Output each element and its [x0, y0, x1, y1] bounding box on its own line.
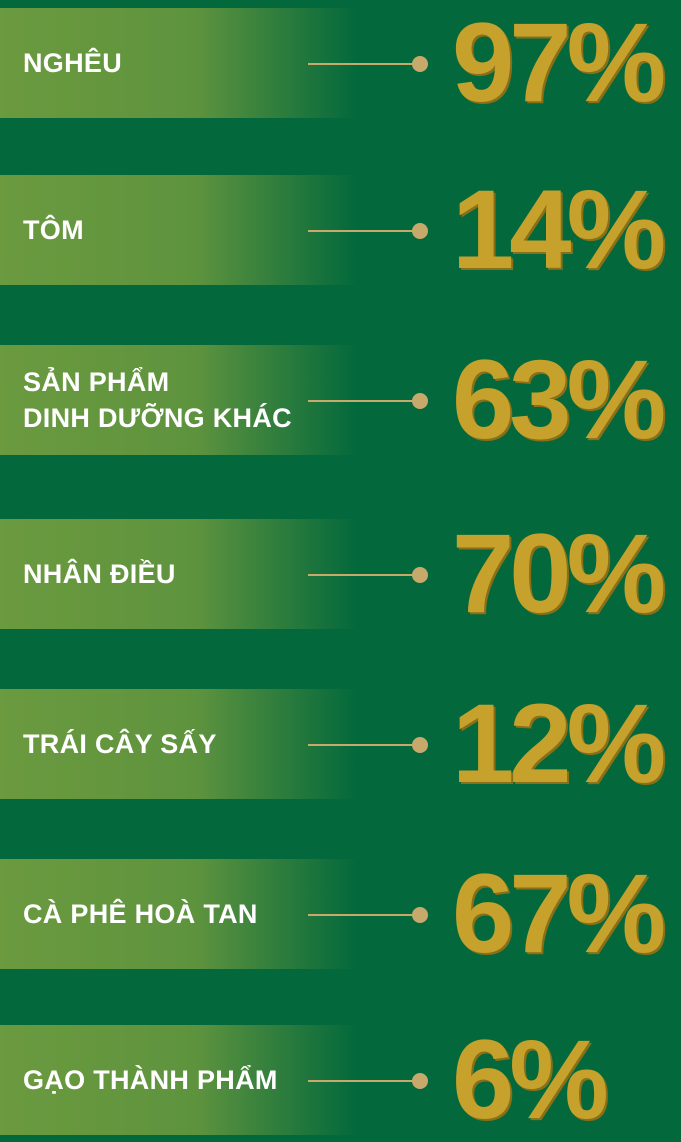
- label-line: TRÁI CÂY SẤY: [23, 729, 217, 759]
- connector-dot: [412, 567, 428, 583]
- label-band: [0, 1025, 356, 1135]
- item-percent: 97%: [452, 0, 666, 125]
- connector-line: [308, 400, 420, 402]
- label-band: [0, 859, 356, 969]
- item-percent: 6%: [452, 1017, 609, 1142]
- item-percent: 67%: [452, 851, 666, 976]
- item-row: NHÂN ĐIỀU 70%: [0, 511, 681, 636]
- item-row: GẠO THÀNH PHẨM 6%: [0, 1017, 681, 1142]
- item-percent: 70%: [452, 511, 666, 636]
- label-line: GẠO THÀNH PHẨM: [23, 1065, 278, 1095]
- label-band: [0, 175, 356, 285]
- item-row: TÔM 14%: [0, 167, 681, 292]
- label-band: [0, 519, 356, 629]
- label-line: TÔM: [23, 215, 84, 245]
- label-line: CÀ PHÊ HOÀ TAN: [23, 899, 258, 929]
- connector-line: [308, 63, 420, 65]
- connector-line: [308, 744, 420, 746]
- connector-dot: [412, 737, 428, 753]
- item-row: NGHÊU 97%: [0, 0, 681, 125]
- item-label: GẠO THÀNH PHẨM: [23, 1025, 278, 1135]
- label-band: [0, 8, 356, 118]
- connector-line: [308, 914, 420, 916]
- label-band: [0, 345, 356, 455]
- item-label: CÀ PHÊ HOÀ TAN: [23, 859, 258, 969]
- label-line: SẢN PHẨM: [23, 367, 170, 397]
- connector-dot: [412, 56, 428, 72]
- item-label: NGHÊU: [23, 8, 122, 118]
- connector-dot: [412, 907, 428, 923]
- item-row: SẢN PHẨM DINH DƯỠNG KHÁC 63%: [0, 337, 681, 462]
- label-line: DINH DƯỠNG KHÁC: [23, 403, 292, 433]
- label-line: NGHÊU: [23, 48, 123, 78]
- connector-dot: [412, 223, 428, 239]
- item-label: TÔM: [23, 175, 84, 285]
- item-label: NHÂN ĐIỀU: [23, 519, 176, 629]
- label-line: NHÂN ĐIỀU: [23, 559, 176, 589]
- item-percent: 14%: [452, 167, 666, 292]
- connector-line: [308, 1080, 420, 1082]
- item-row: TRÁI CÂY SẤY 12%: [0, 681, 681, 806]
- connector-dot: [412, 393, 428, 409]
- connector-dot: [412, 1073, 428, 1089]
- item-percent: 63%: [452, 337, 666, 462]
- connector-line: [308, 574, 420, 576]
- item-percent: 12%: [452, 681, 666, 806]
- item-label: TRÁI CÂY SẤY: [23, 689, 217, 799]
- connector-line: [308, 230, 420, 232]
- item-label: SẢN PHẨM DINH DƯỠNG KHÁC: [23, 345, 292, 455]
- item-row: CÀ PHÊ HOÀ TAN 67%: [0, 851, 681, 976]
- label-band: [0, 689, 356, 799]
